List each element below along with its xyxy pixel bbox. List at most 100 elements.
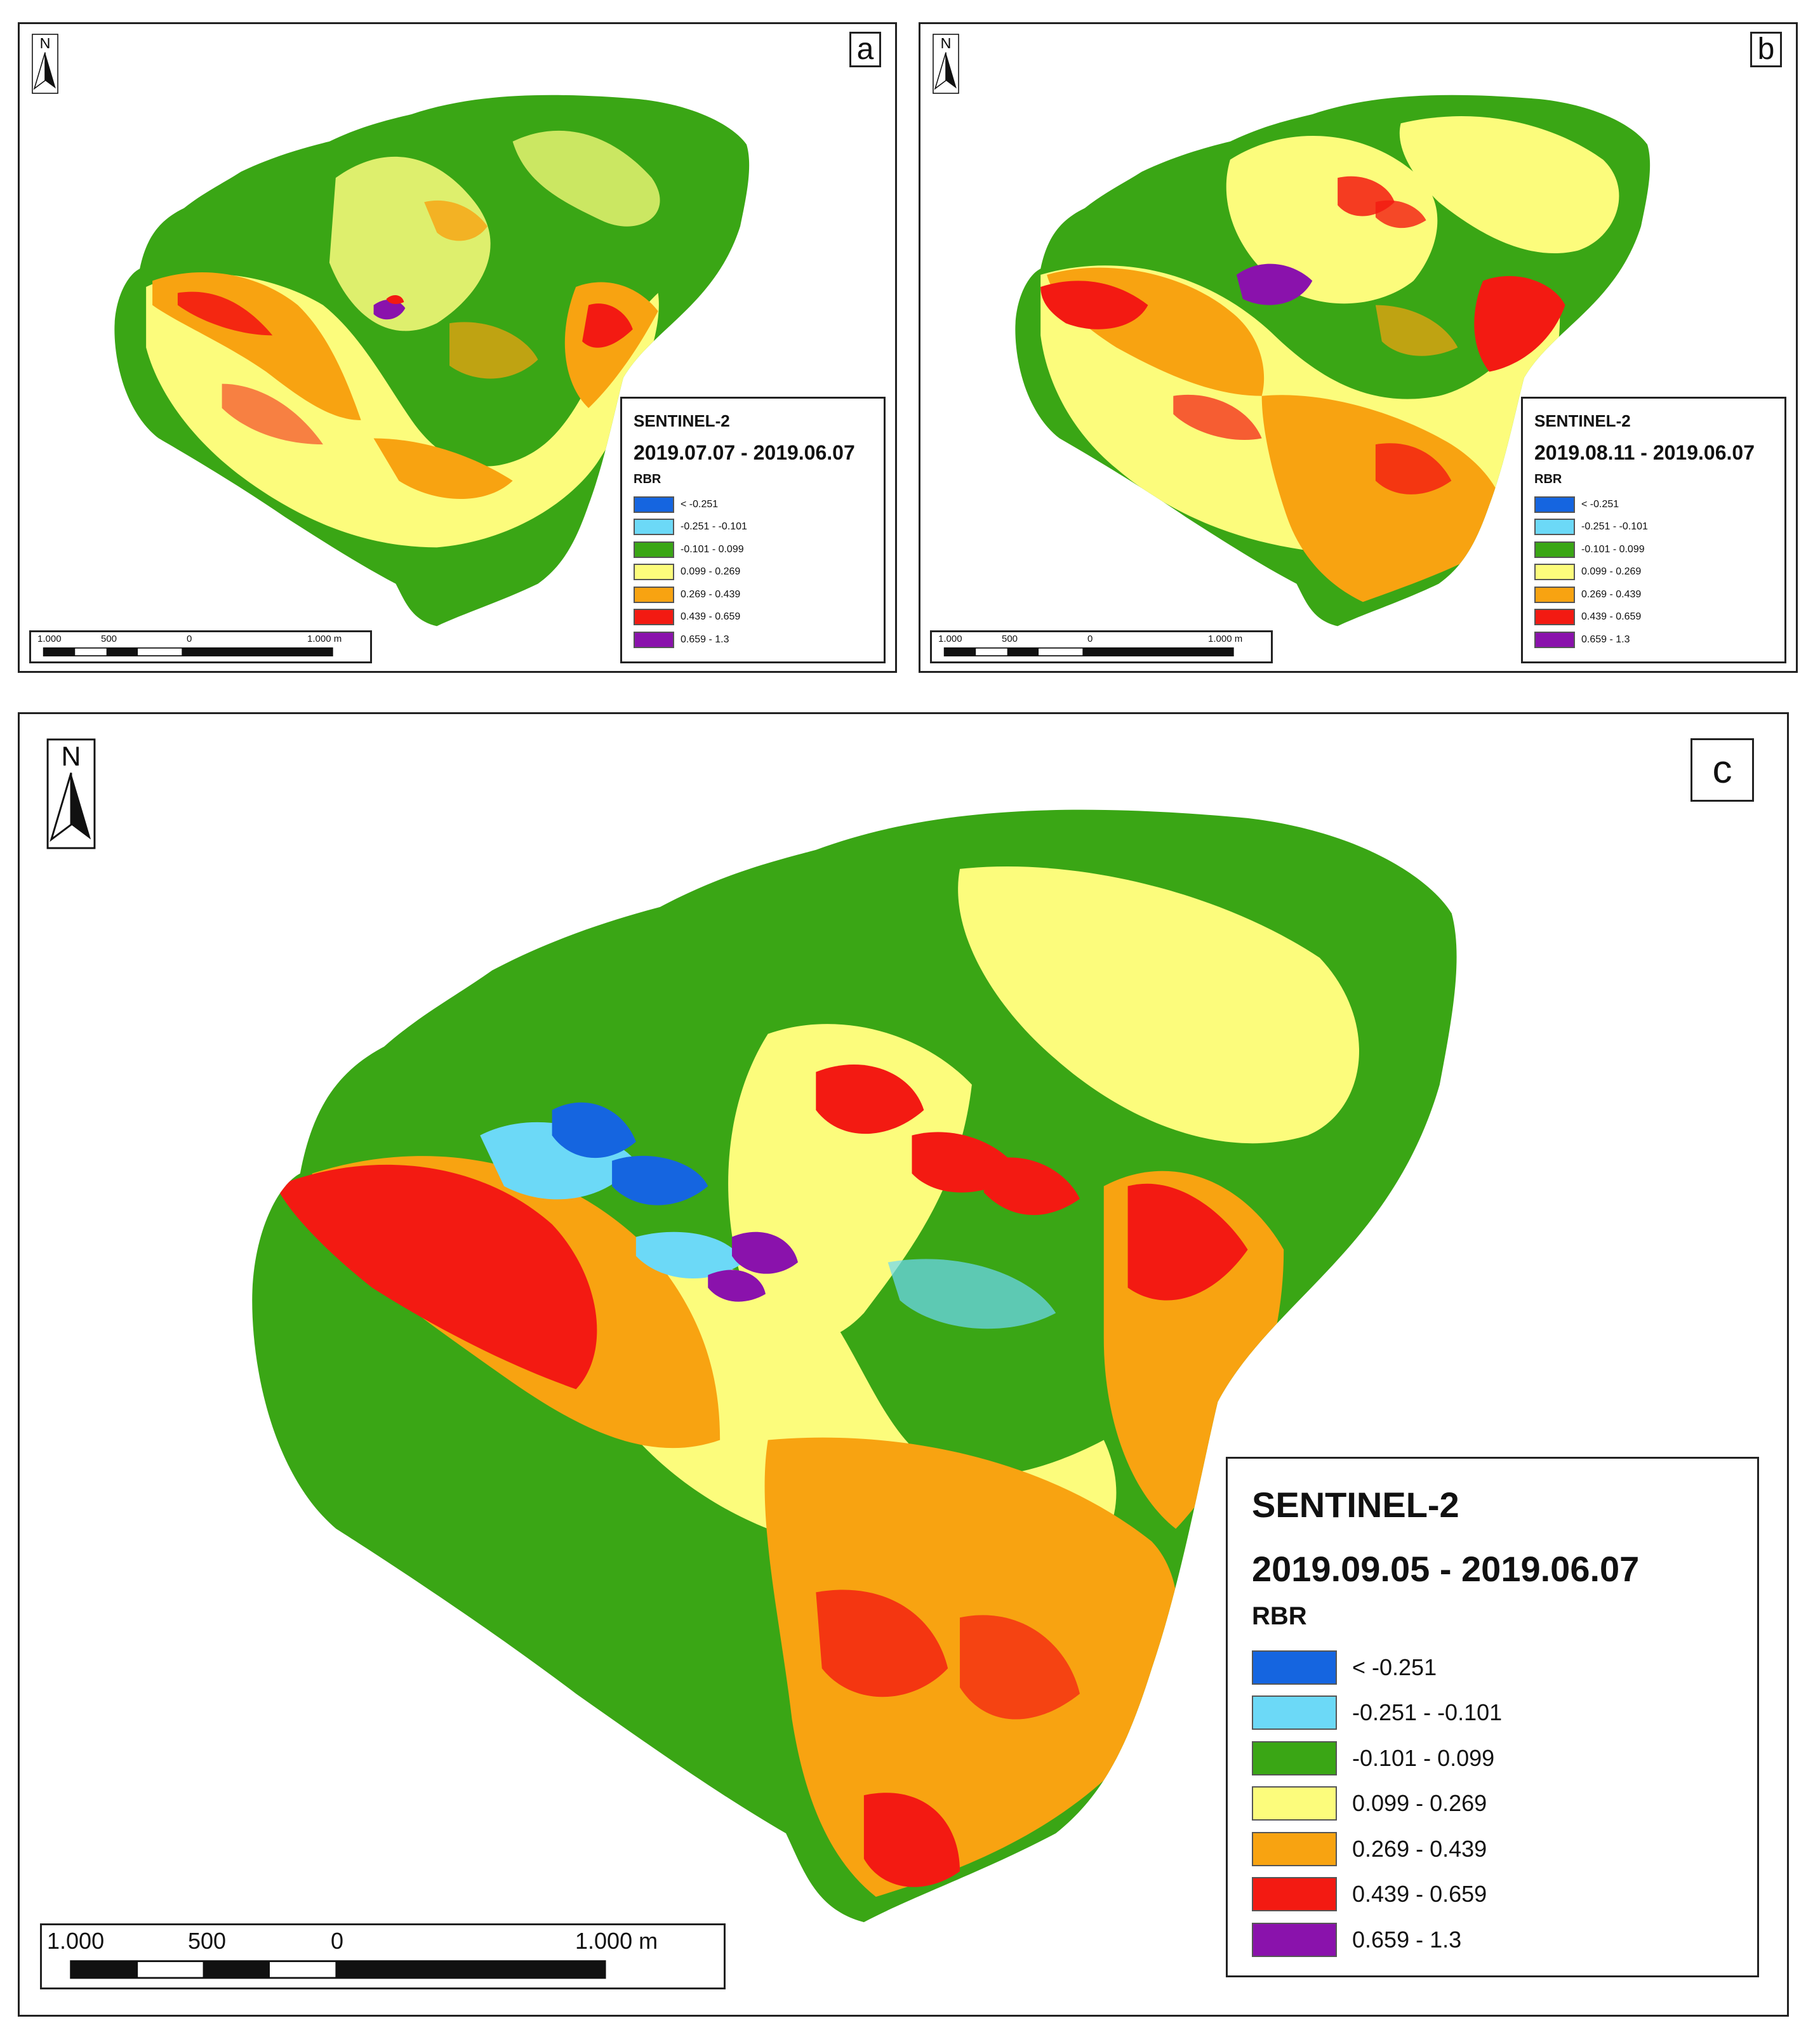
legend-index: RBR xyxy=(1252,1602,1307,1630)
legend-item-label: 0.269 - 0.439 xyxy=(1581,588,1642,600)
legend-item-label: 0.099 - 0.269 xyxy=(1581,566,1642,578)
north-arrow: N xyxy=(31,34,59,94)
legend-item: < -0.251 xyxy=(634,493,872,516)
legend-swatch xyxy=(634,564,674,581)
legend-item-label: 0.659 - 1.3 xyxy=(1352,1926,1462,1953)
legend-item: 0.439 - 0.659 xyxy=(634,606,872,629)
legend-swatch xyxy=(1534,609,1575,626)
legend-item: 0.439 - 0.659 xyxy=(1252,1872,1733,1918)
legend-item: -0.101 - 0.099 xyxy=(634,538,872,561)
legend-item: 0.269 - 0.439 xyxy=(634,583,872,606)
legend-swatch xyxy=(1252,1831,1337,1866)
legend-item: 0.269 - 0.439 xyxy=(1534,583,1773,606)
legend-item-label: -0.101 - 0.099 xyxy=(1581,543,1645,555)
legend-item-label: 0.659 - 1.3 xyxy=(1581,634,1630,645)
legend-dates: 2019.07.07 - 2019.06.07 xyxy=(634,441,855,464)
scale-bar: 1.000 500 0 1.000 m xyxy=(930,630,1273,663)
legend-swatch xyxy=(1534,586,1575,603)
panel-label-b: b xyxy=(1750,32,1782,67)
legend-swatch xyxy=(634,519,674,536)
legend-item: 0.659 - 1.3 xyxy=(634,628,872,651)
legend-item: -0.101 - 0.099 xyxy=(1252,1735,1733,1781)
legend-item-label: 0.269 - 0.439 xyxy=(681,588,741,600)
legend-item-label: < -0.251 xyxy=(1352,1654,1437,1680)
legend-rows: < -0.251 -0.251 - -0.101 -0.101 - 0.099 0.0… xyxy=(1252,1645,1733,1963)
legend-item-label: 0.659 - 1.3 xyxy=(681,634,729,645)
legend-item: 0.099 - 0.269 xyxy=(1252,1781,1733,1827)
legend-rows: < -0.251 -0.251 - -0.101 -0.101 - 0.099 0.0… xyxy=(634,493,872,651)
north-arrow-icon: N xyxy=(46,738,96,849)
legend-dates: 2019.08.11 - 2019.06.07 xyxy=(1534,441,1755,464)
legend-index: RBR xyxy=(634,472,661,486)
scale-tick: 0 xyxy=(187,634,192,644)
legend-sensor: SENTINEL-2 xyxy=(1534,411,1631,430)
svg-text:N: N xyxy=(62,741,81,772)
legend-item-label: -0.251 - -0.101 xyxy=(1352,1699,1503,1726)
legend-swatch xyxy=(1252,1695,1337,1730)
scale-tick: 500 xyxy=(1002,634,1018,644)
scale-tick: 1.000 m xyxy=(575,1928,658,1954)
scale-tick: 500 xyxy=(101,634,117,644)
scale-tick: 500 xyxy=(188,1928,227,1954)
scale-tick: 1.000 xyxy=(47,1928,105,1954)
legend-item: 0.659 - 1.3 xyxy=(1252,1917,1733,1963)
legend-item-label: -0.101 - 0.099 xyxy=(681,543,744,555)
north-arrow-icon: N xyxy=(933,34,959,94)
svg-text:N: N xyxy=(941,35,952,51)
legend-item: -0.101 - 0.099 xyxy=(1534,538,1773,561)
legend-item: < -0.251 xyxy=(1252,1645,1733,1690)
burn-severity-map-b xyxy=(1015,95,1651,627)
legend-swatch xyxy=(634,541,674,558)
scale-tick: 1.000 m xyxy=(307,634,342,644)
map-panel-a: N a SENTINEL-2 2019.07.07 - 2019.06.07 R… xyxy=(18,22,897,673)
legend-swatch xyxy=(1534,541,1575,558)
legend-item-label: 0.099 - 0.269 xyxy=(681,566,741,578)
svg-text:N: N xyxy=(40,35,51,51)
scale-bar-graphic xyxy=(70,1960,606,1979)
legend-dates: 2019.09.05 - 2019.06.07 xyxy=(1252,1549,1640,1589)
legend-item: 0.099 - 0.269 xyxy=(1534,561,1773,584)
scale-tick: 1.000 xyxy=(37,634,62,644)
legend-swatch xyxy=(634,631,674,648)
legend-b: SENTINEL-2 2019.08.11 - 2019.06.07 RBR <… xyxy=(1521,397,1786,663)
scale-tick: 0 xyxy=(331,1928,344,1954)
legend-item-label: -0.251 - -0.101 xyxy=(681,521,747,533)
legend-item-label: < -0.251 xyxy=(681,498,719,510)
scale-tick: 0 xyxy=(1087,634,1093,644)
legend-swatch xyxy=(1252,1922,1337,1957)
map-panel-c: N c SENTINEL-2 2019.09.05 - 2019.06.07 R… xyxy=(18,712,1789,2017)
legend-item-label: 0.099 - 0.269 xyxy=(1352,1790,1487,1817)
north-arrow: N xyxy=(46,738,96,849)
scale-tick: 1.000 xyxy=(938,634,962,644)
scale-tick: 1.000 m xyxy=(1208,634,1243,644)
scale-bar-graphic xyxy=(43,647,333,657)
legend-swatch xyxy=(634,609,674,626)
legend-swatch xyxy=(1534,564,1575,581)
legend-item: 0.269 - 0.439 xyxy=(1252,1826,1733,1872)
legend-item-label: 0.439 - 0.659 xyxy=(1581,611,1642,623)
north-arrow-icon: N xyxy=(32,34,58,94)
legend-rows: < -0.251 -0.251 - -0.101 -0.101 - 0.099 0.0… xyxy=(1534,493,1773,651)
legend-sensor: SENTINEL-2 xyxy=(634,411,730,430)
legend-swatch xyxy=(1534,631,1575,648)
legend-swatch xyxy=(1252,1877,1337,1912)
legend-item: -0.251 - -0.101 xyxy=(1534,516,1773,539)
legend-a: SENTINEL-2 2019.07.07 - 2019.06.07 RBR <… xyxy=(620,397,886,663)
legend-item: 0.659 - 1.3 xyxy=(1534,628,1773,651)
legend-swatch xyxy=(1252,1741,1337,1775)
map-panel-b: N b SENTINEL-2 2019.08.11 - 2019.06.07 R… xyxy=(919,22,1798,673)
legend-item: < -0.251 xyxy=(1534,493,1773,516)
legend-swatch xyxy=(1252,1786,1337,1821)
legend-item-label: 0.439 - 0.659 xyxy=(1352,1881,1487,1908)
legend-item: 0.439 - 0.659 xyxy=(1534,606,1773,629)
legend-item-label: -0.251 - -0.101 xyxy=(1581,521,1648,533)
legend-index: RBR xyxy=(1534,472,1562,486)
panel-label-a: a xyxy=(849,32,881,67)
scale-bar: 1.000 500 0 1.000 m xyxy=(29,630,372,663)
north-arrow: N xyxy=(932,34,960,94)
scale-bar-graphic xyxy=(943,647,1234,657)
burn-severity-map-c xyxy=(252,809,1457,1923)
legend-swatch xyxy=(1252,1650,1337,1685)
legend-item-label: -0.101 - 0.099 xyxy=(1352,1744,1495,1771)
legend-c: SENTINEL-2 2019.09.05 - 2019.06.07 RBR <… xyxy=(1226,1457,1759,1977)
